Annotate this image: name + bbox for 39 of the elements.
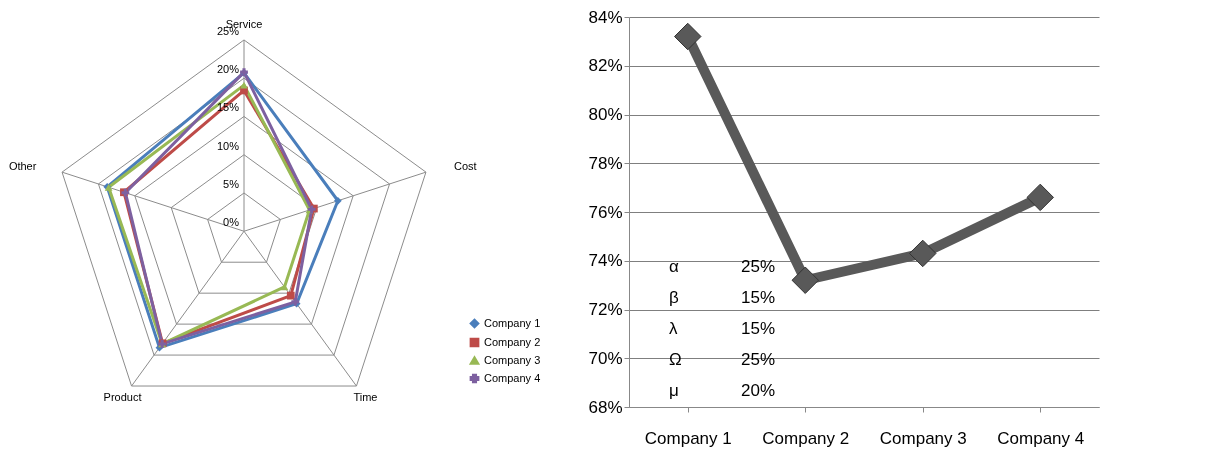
- spoke-label: Cost: [454, 160, 477, 173]
- annotation: Ω: [669, 350, 682, 370]
- annotation: λ: [669, 319, 678, 338]
- annotation: β: [669, 287, 679, 307]
- y-tick-label: 78%: [588, 153, 623, 173]
- annotation: 15%: [741, 287, 776, 307]
- spoke-label: Other: [8, 160, 37, 173]
- x-tick-label: Company 2: [762, 428, 850, 448]
- annotation: 25%: [741, 256, 776, 276]
- y-tick-label: 82%: [588, 56, 623, 76]
- y-tick-label: 76%: [588, 202, 623, 222]
- point: [791, 266, 819, 294]
- x-tick-label: Company 1: [644, 428, 732, 448]
- point: [1026, 183, 1054, 212]
- y-tick-label: 68%: [588, 397, 623, 417]
- legend-label: Company 2: [484, 335, 541, 348]
- annotation: μ: [669, 381, 679, 401]
- y-tick-label: 20%: [216, 63, 240, 76]
- y-tick-label: 74%: [588, 251, 623, 271]
- point: [909, 239, 937, 268]
- legend-label: Company 3: [484, 353, 541, 366]
- annotation: α: [669, 256, 679, 276]
- x-tick-label: Company 4: [997, 428, 1085, 448]
- y-tick-label: 84%: [588, 7, 623, 27]
- y-tick-label: 80%: [588, 105, 623, 124]
- y-tick-label: 0%: [223, 216, 240, 229]
- legend-label: Company 1: [484, 316, 541, 329]
- x-tick-label: Company 3: [879, 428, 967, 448]
- legend-label: Company 4: [484, 371, 541, 384]
- spoke-label: Time: [353, 391, 378, 404]
- y-tick-label: 5%: [223, 178, 240, 190]
- point: [674, 22, 702, 51]
- annotation: 15%: [741, 319, 776, 338]
- annotation: 20%: [741, 381, 776, 401]
- y-tick-label: 70%: [588, 348, 623, 368]
- y-tick-label: 72%: [588, 300, 623, 319]
- spoke-label: Product: [103, 391, 142, 404]
- y-tick-label: 10%: [216, 139, 240, 152]
- annotation: 25%: [741, 350, 776, 370]
